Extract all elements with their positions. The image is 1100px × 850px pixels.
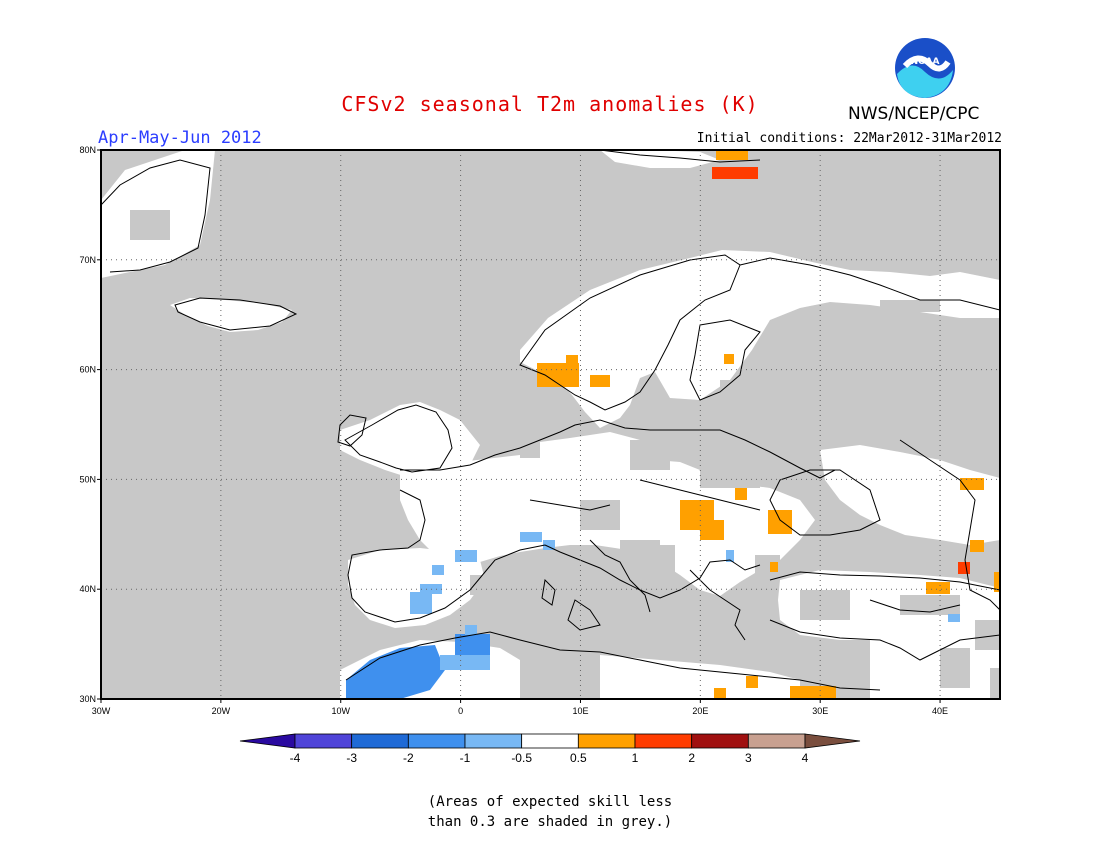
longitude-tick-label: 20W [212, 706, 231, 716]
cold-anomaly-regions [346, 532, 960, 699]
colorbar-label: -1 [460, 751, 471, 765]
colorbar-label: 4 [802, 751, 809, 765]
colorbar-label: -0.5 [511, 751, 532, 765]
latitude-tick-label: 40N [79, 584, 96, 594]
colorbar-swatch [351, 733, 409, 749]
latitude-tick-label: 80N [79, 145, 96, 155]
colorbar: -4 -3 -2 -1 -0.5 0.5 1 2 3 4 [239, 733, 861, 765]
colorbar-label: 3 [745, 751, 752, 765]
season-label: Apr-May-Jun 2012 [98, 128, 262, 148]
longitude-tick-label: 30W [92, 706, 111, 716]
colorbar-swatch [407, 733, 466, 749]
latitude-tick-label: 30N [79, 694, 96, 704]
map-area [101, 150, 1000, 699]
noaa-logo-icon: NOAA [895, 38, 955, 98]
longitude-tick-label: 0 [458, 706, 463, 716]
colorbar-label: 1 [632, 751, 639, 765]
colorbar-swatch [804, 733, 861, 749]
strong-warm-anomaly-regions [712, 167, 970, 574]
colorbar-swatch [747, 733, 806, 749]
latitude-tick-label: 60N [79, 365, 96, 375]
colorbar-swatch [464, 733, 523, 749]
colorbar-label: -3 [346, 751, 357, 765]
noaa-logo-text: NOAA [911, 57, 940, 67]
skill-note-line-2: than 0.3 are shaded in grey.) [427, 814, 673, 830]
longitude-tick-label: 10E [572, 706, 588, 716]
initial-conditions-label: Initial conditions: 22Mar2012-31Mar2012 [696, 131, 1002, 146]
longitude-ticks: 30W 20W 10W 0 10E 20E 30E 40E [92, 699, 948, 716]
colorbar-swatch [294, 733, 353, 749]
longitude-tick-label: 30E [812, 706, 828, 716]
colorbar-swatch [239, 733, 296, 749]
chart-title: CFSv2 seasonal T2m anomalies (K) [341, 92, 759, 116]
colorbar-swatch [521, 733, 579, 749]
colorbar-swatch [691, 733, 749, 749]
longitude-tick-label: 10W [331, 706, 350, 716]
longitude-tick-label: 40E [932, 706, 948, 716]
agency-label: NWS/NCEP/CPC [848, 104, 980, 124]
coastlines [101, 150, 1000, 691]
latitude-ticks: 30N 40N 50N 60N 70N 80N [79, 145, 101, 704]
latitude-tick-label: 70N [79, 255, 96, 265]
skill-note: (Areas of expected skill less than 0.3 a… [0, 792, 1100, 832]
colorbar-swatch [634, 733, 693, 749]
colorbar-label: -2 [403, 751, 414, 765]
low-skill-patches [130, 210, 1000, 699]
colorbar-label: -4 [290, 751, 301, 765]
colorbar-label: 2 [688, 751, 695, 765]
skill-note-line-1: (Areas of expected skill less [427, 794, 673, 810]
latitude-tick-label: 50N [79, 474, 96, 484]
map-frame [100, 149, 1001, 700]
longitude-tick-label: 20E [692, 706, 708, 716]
colorbar-swatch [577, 733, 636, 749]
colorbar-label: 0.5 [570, 751, 587, 765]
